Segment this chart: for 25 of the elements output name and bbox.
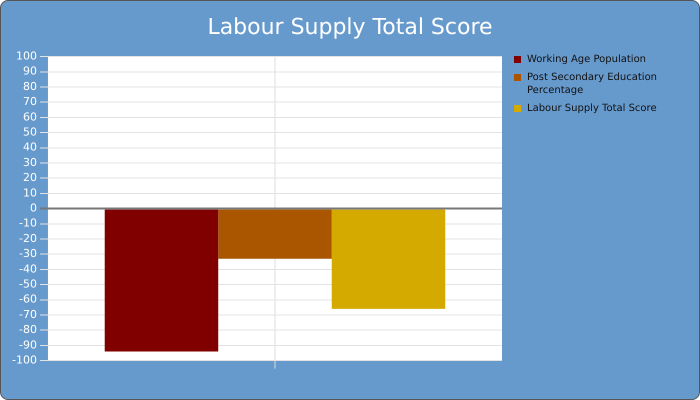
y-tick-label: 60 <box>22 110 37 124</box>
y-tick-label: -100 <box>12 353 37 366</box>
y-tick-label: -30 <box>18 247 37 260</box>
y-tick-label: 70 <box>22 95 37 108</box>
y-tick-label: 10 <box>22 186 37 200</box>
chart-title: Labour Supply Total Score <box>206 14 494 42</box>
legend-label: Labour Supply Total Score <box>527 102 657 115</box>
legend-label: Post Secondary Education Percentage <box>527 71 658 97</box>
y-tick-label: -20 <box>18 232 37 245</box>
y-tick-label: 80 <box>22 80 37 93</box>
y-tick-label: -60 <box>18 292 37 306</box>
y-tick-label: -90 <box>18 338 37 352</box>
y-tick-label: -10 <box>18 216 37 230</box>
y-tick-label: 20 <box>22 171 37 184</box>
y-tick-label: 100 <box>16 49 37 62</box>
y-tick-label: 40 <box>22 140 37 154</box>
y-tick-label: -40 <box>18 262 37 276</box>
y-tick-label: 50 <box>22 125 37 138</box>
y-tick-label: 90 <box>22 64 37 78</box>
y-tick-label: 30 <box>22 156 37 169</box>
y-tick-label: -80 <box>18 323 37 336</box>
y-tick-label: -70 <box>18 308 37 321</box>
y-tick-label: 0 <box>30 201 37 214</box>
y-tick-label: -50 <box>18 277 37 290</box>
legend-label: Working Age Population <box>527 53 646 66</box>
